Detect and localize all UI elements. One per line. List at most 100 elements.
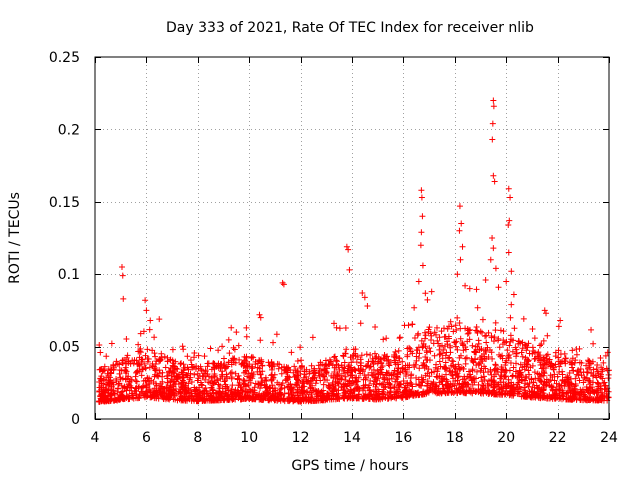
data-point (156, 316, 163, 323)
data-point (121, 395, 128, 402)
data-point (241, 353, 248, 360)
data-point (372, 388, 379, 395)
data-point (284, 373, 291, 380)
data-point (469, 366, 476, 373)
data-point (236, 392, 243, 399)
data-point (209, 387, 216, 394)
data-point (402, 370, 409, 377)
data-point (184, 353, 191, 360)
data-point (241, 395, 248, 402)
data-point (488, 391, 495, 398)
data-point (364, 303, 371, 310)
data-point (156, 358, 163, 365)
data-point (467, 373, 474, 380)
data-point (533, 390, 540, 397)
data-point (451, 339, 458, 346)
data-point (585, 358, 592, 365)
data-point (331, 320, 338, 327)
data-point (521, 366, 528, 373)
data-point (442, 364, 449, 371)
data-point (353, 359, 360, 366)
data-point (420, 359, 427, 366)
data-point (151, 334, 158, 341)
data-point (529, 350, 536, 357)
data-point (401, 322, 408, 329)
data-point (479, 382, 486, 389)
data-point (248, 370, 255, 377)
data-point (483, 332, 490, 339)
data-point (508, 336, 515, 343)
data-point (599, 366, 606, 373)
data-point (318, 396, 325, 403)
data-point (416, 365, 423, 372)
data-point (108, 370, 115, 377)
data-point (545, 378, 552, 385)
data-point (462, 346, 469, 353)
data-point (297, 364, 304, 371)
data-point (331, 353, 338, 360)
data-point (283, 365, 290, 372)
data-point (160, 395, 167, 402)
data-point (275, 395, 282, 402)
data-point (513, 360, 520, 367)
data-point (505, 185, 512, 192)
data-point (492, 327, 499, 334)
data-point (125, 360, 132, 367)
data-point (255, 393, 262, 400)
data-point (583, 386, 590, 393)
data-point (585, 365, 592, 372)
data-point (411, 304, 418, 311)
data-point (333, 324, 340, 331)
data-point (498, 373, 505, 380)
data-point (408, 381, 415, 388)
data-point (380, 381, 387, 388)
data-point (268, 360, 275, 367)
data-point (419, 213, 426, 220)
data-point (179, 385, 186, 392)
data-point (395, 354, 402, 361)
data-point (128, 376, 135, 383)
data-point (371, 350, 378, 357)
data-point (462, 360, 469, 367)
data-point (236, 356, 243, 363)
data-point (133, 357, 140, 364)
data-point (298, 357, 305, 364)
data-point (219, 392, 226, 399)
data-point (160, 392, 167, 399)
data-point (500, 337, 507, 344)
data-point (530, 379, 537, 386)
data-point (318, 388, 325, 395)
data-point (97, 349, 104, 356)
data-point (253, 392, 260, 399)
data-point (554, 373, 561, 380)
data-point (414, 332, 421, 339)
data-point (319, 361, 326, 368)
data-point (436, 334, 443, 341)
data-point (146, 326, 153, 333)
data-point (466, 285, 473, 292)
data-point (551, 377, 558, 384)
data-point (222, 390, 229, 397)
data-point (511, 325, 518, 332)
data-point (442, 352, 449, 359)
data-point (381, 384, 388, 391)
data-point (519, 339, 526, 346)
data-point (415, 376, 422, 383)
data-point (303, 388, 310, 395)
data-point (367, 377, 374, 384)
data-point (233, 329, 240, 336)
data-point (531, 335, 538, 342)
data-point (372, 355, 379, 362)
data-point (191, 371, 198, 378)
data-point (380, 336, 387, 343)
data-point (573, 371, 580, 378)
data-point (392, 378, 399, 385)
data-point (547, 372, 554, 379)
data-point (324, 390, 331, 397)
data-point (134, 395, 141, 402)
data-point (210, 397, 217, 404)
data-point (491, 178, 498, 185)
data-point (414, 347, 421, 354)
data-point (427, 348, 434, 355)
data-point (279, 279, 286, 286)
